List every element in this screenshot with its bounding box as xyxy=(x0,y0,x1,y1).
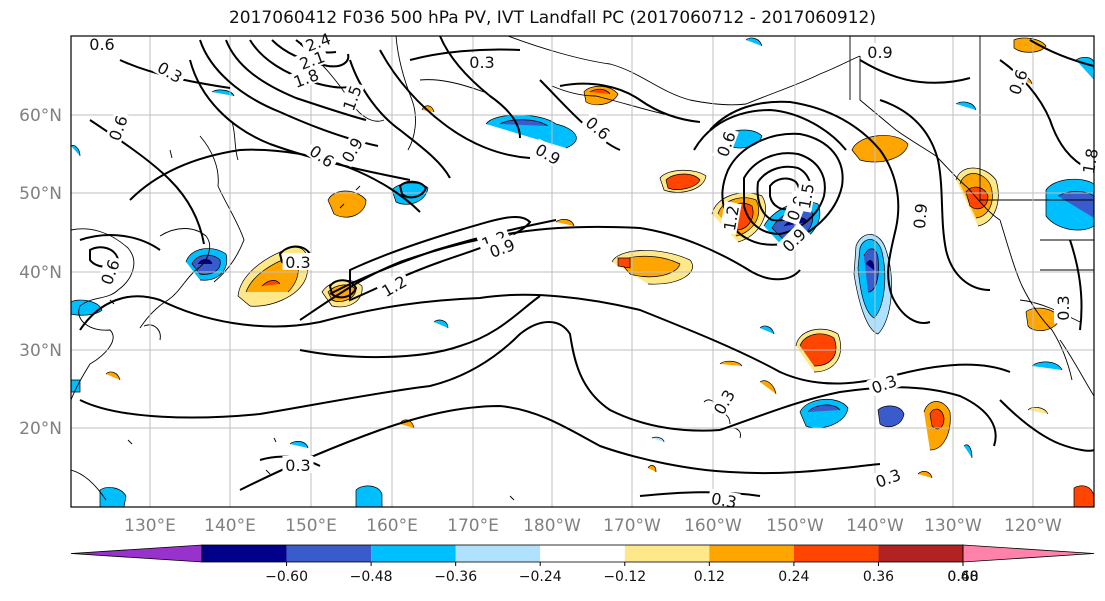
colorbar-tick-label: 0.24 xyxy=(778,569,809,585)
colorbar-tick-label: −0.48 xyxy=(350,569,393,585)
lon-label: 180°W xyxy=(523,516,581,536)
svg-text:0.3: 0.3 xyxy=(285,456,310,475)
colorbar-tick-label: −0.24 xyxy=(519,569,562,585)
lon-label: 170°W xyxy=(603,516,661,536)
gridlines xyxy=(71,36,1094,507)
colorbar-segment xyxy=(371,545,456,562)
colorbar-tick-label: −0.12 xyxy=(603,569,646,585)
colorbar-extend-max xyxy=(962,544,1095,563)
colorbar-tick-label: 0.36 xyxy=(863,569,894,585)
colorbar-segment xyxy=(709,545,794,562)
colorbar-segments xyxy=(70,544,1095,563)
positive-anomaly-160E-50N xyxy=(327,190,367,218)
contour-label: 0.6 xyxy=(86,35,118,54)
colorbar-segment xyxy=(793,545,879,562)
negative-anomaly-140W-40N xyxy=(853,234,892,335)
contour-label: 0.3 xyxy=(707,488,741,512)
colorbar-segment xyxy=(540,545,625,562)
contour-label: 1.5 xyxy=(794,179,818,213)
svg-text:0.3: 0.3 xyxy=(285,253,310,272)
colorbar-segment xyxy=(455,545,541,562)
colorbar-labels: −0.60 −0.48 −0.36 −0.24 −0.12 0.12 0.24 0.36 0.4… xyxy=(265,562,979,585)
lat-label: 50°N xyxy=(19,184,62,204)
colorbar-tick-label: 0.12 xyxy=(694,569,725,585)
longitude-labels: 130°E 140°E 150°E 160°E 170°E 180°W 170°… xyxy=(124,516,1062,536)
contour-label: 0.3 xyxy=(466,53,498,72)
svg-text:1.2: 1.2 xyxy=(720,204,743,232)
svg-text:0.9: 0.9 xyxy=(910,203,931,230)
pv-contours xyxy=(79,36,1094,497)
negative-anomaly-misc xyxy=(71,37,1094,507)
map-frame xyxy=(70,35,1095,508)
lon-label: 140°W xyxy=(846,516,904,536)
lat-label: 20°N xyxy=(19,419,62,439)
lon-label: 120°W xyxy=(1004,516,1062,536)
svg-text:0.6: 0.6 xyxy=(89,35,114,54)
contour-label: 1.8 xyxy=(1078,144,1102,178)
lon-label: 170°E xyxy=(447,516,499,536)
lat-label: 30°N xyxy=(19,341,62,361)
positive-anomaly-160W-52N xyxy=(659,169,707,193)
svg-text:1.8: 1.8 xyxy=(1079,147,1102,175)
colorbar: −0.60 −0.48 −0.36 −0.24 −0.12 0.12 0.24 0.36 0.4… xyxy=(70,544,1095,585)
svg-text:0.9: 0.9 xyxy=(867,43,892,62)
negative-anomaly-145W-22N xyxy=(799,398,849,429)
colorbar-tick-label: −0.60 xyxy=(265,569,308,585)
map-title: 2017060412 F036 500 hPa PV, IVT Landfall… xyxy=(228,8,876,28)
contour-label: 0.3 xyxy=(282,456,314,475)
svg-text:0.3: 0.3 xyxy=(710,489,738,512)
lon-label: 130°W xyxy=(924,516,982,536)
svg-text:0.3: 0.3 xyxy=(469,53,494,72)
colorbar-tick-label: 0.60 xyxy=(947,569,978,585)
contour-label: 0.9 xyxy=(864,43,896,62)
colorbar-extend-min xyxy=(70,544,203,563)
contour-label: 0.9 xyxy=(909,199,931,233)
lat-label: 40°N xyxy=(19,263,62,283)
positive-anomaly-125W-50N xyxy=(955,167,999,227)
colorbar-tick-label: −0.36 xyxy=(434,569,477,585)
lon-label: 140°E xyxy=(204,516,256,536)
colorbar-segment xyxy=(286,545,372,562)
lon-label: 160°E xyxy=(366,516,418,536)
colorbar-segment xyxy=(624,545,710,562)
colorbar-segment xyxy=(878,545,963,562)
contour-label: 0.6 xyxy=(96,254,124,290)
latitude-labels: 60°N 50°N 40°N 30°N 20°N xyxy=(19,106,62,439)
contour-label: 1.2 xyxy=(719,201,743,235)
lon-label: 150°W xyxy=(766,516,824,536)
lon-label: 130°E xyxy=(124,516,176,536)
svg-text:0.3: 0.3 xyxy=(1054,295,1073,320)
lon-label: 150°E xyxy=(285,516,337,536)
lon-label: 160°W xyxy=(684,516,742,536)
negative-anomaly-west-coast xyxy=(1045,178,1094,231)
colorbar-tick-label: 0.48 xyxy=(947,569,978,585)
negative-anomaly-175E-57N xyxy=(485,114,577,149)
contour-label: 0.3 xyxy=(282,253,314,272)
positive-anomaly-misc xyxy=(105,37,1094,507)
svg-text:1.5: 1.5 xyxy=(795,182,818,210)
colorbar-segment xyxy=(202,545,287,562)
colorbar-outline xyxy=(201,544,964,563)
positive-anomaly-130W-20N xyxy=(923,401,951,451)
contour-label: 0.3 xyxy=(1054,292,1073,324)
lat-label: 60°N xyxy=(19,106,62,126)
